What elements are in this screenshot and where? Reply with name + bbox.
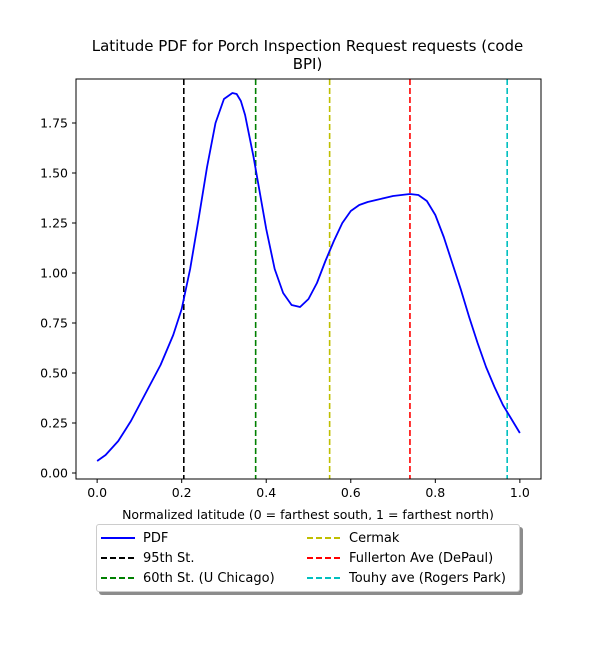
chart-title-line-2: BPI) [292, 55, 323, 73]
y-tick-label: 0.75 [40, 316, 68, 331]
legend-label: PDF [143, 530, 169, 546]
y-tick-label: 1.00 [40, 266, 68, 281]
legend-item-95th: 95th St. [101, 548, 195, 568]
x-axis-label: Normalized latitude (0 = farthest south,… [122, 507, 494, 520]
y-axis: 0.00 0.25 0.50 0.75 1.00 1.25 1.50 1.75 [40, 116, 76, 481]
legend-swatch [101, 537, 135, 539]
legend-swatch [307, 537, 341, 539]
x-tick-label: 0.0 [87, 485, 107, 500]
legend-swatch [307, 557, 341, 559]
y-tick-label: 1.75 [40, 116, 68, 131]
legend-label: Touhy ave (Rogers Park) [349, 570, 506, 586]
line-chart: 0.0 0.2 0.4 0.6 0.8 1.0 0.00 0.25 0.50 0.75 1.00 1… [40, 78, 542, 520]
y-tick-label: 0.25 [40, 416, 68, 431]
legend-swatch [307, 577, 341, 579]
legend-label: Cermak [349, 530, 400, 546]
legend-label: 95th St. [143, 550, 195, 566]
legend-swatch [101, 577, 135, 579]
x-tick-label: 0.8 [425, 485, 445, 500]
legend-item-cermak: Cermak [307, 528, 399, 548]
legend: PDF 95th St. 60th St. (U Chicago) Cermak… [96, 524, 520, 592]
pdf-series [96, 92, 521, 462]
legend-label: Fullerton Ave (DePaul) [349, 550, 494, 566]
x-axis: 0.0 0.2 0.4 0.6 0.8 1.0 [87, 479, 530, 500]
reference-lines [182, 79, 508, 479]
y-tick-label: 1.50 [40, 166, 68, 181]
chart-title-line-1: Latitude PDF for Porch Inspection Reques… [91, 37, 524, 55]
legend-item-pdf: PDF [101, 528, 168, 548]
legend-item-fullerton: Fullerton Ave (DePaul) [307, 548, 493, 568]
y-tick-label: 0.50 [40, 366, 68, 381]
legend-swatch [101, 557, 135, 559]
y-tick-label: 0.00 [40, 466, 68, 481]
legend-label: 60th St. (U Chicago) [143, 570, 275, 586]
series-line-0 [96, 92, 521, 462]
y-tick-label: 1.25 [40, 216, 68, 231]
x-tick-label: 1.0 [510, 485, 530, 500]
x-tick-label: 0.6 [341, 485, 361, 500]
legend-item-touhy: Touhy ave (Rogers Park) [307, 568, 506, 588]
x-tick-label: 0.2 [172, 485, 192, 500]
legend-item-60th: 60th St. (U Chicago) [101, 568, 275, 588]
plot-area [75, 78, 542, 480]
x-tick-label: 0.4 [256, 485, 276, 500]
